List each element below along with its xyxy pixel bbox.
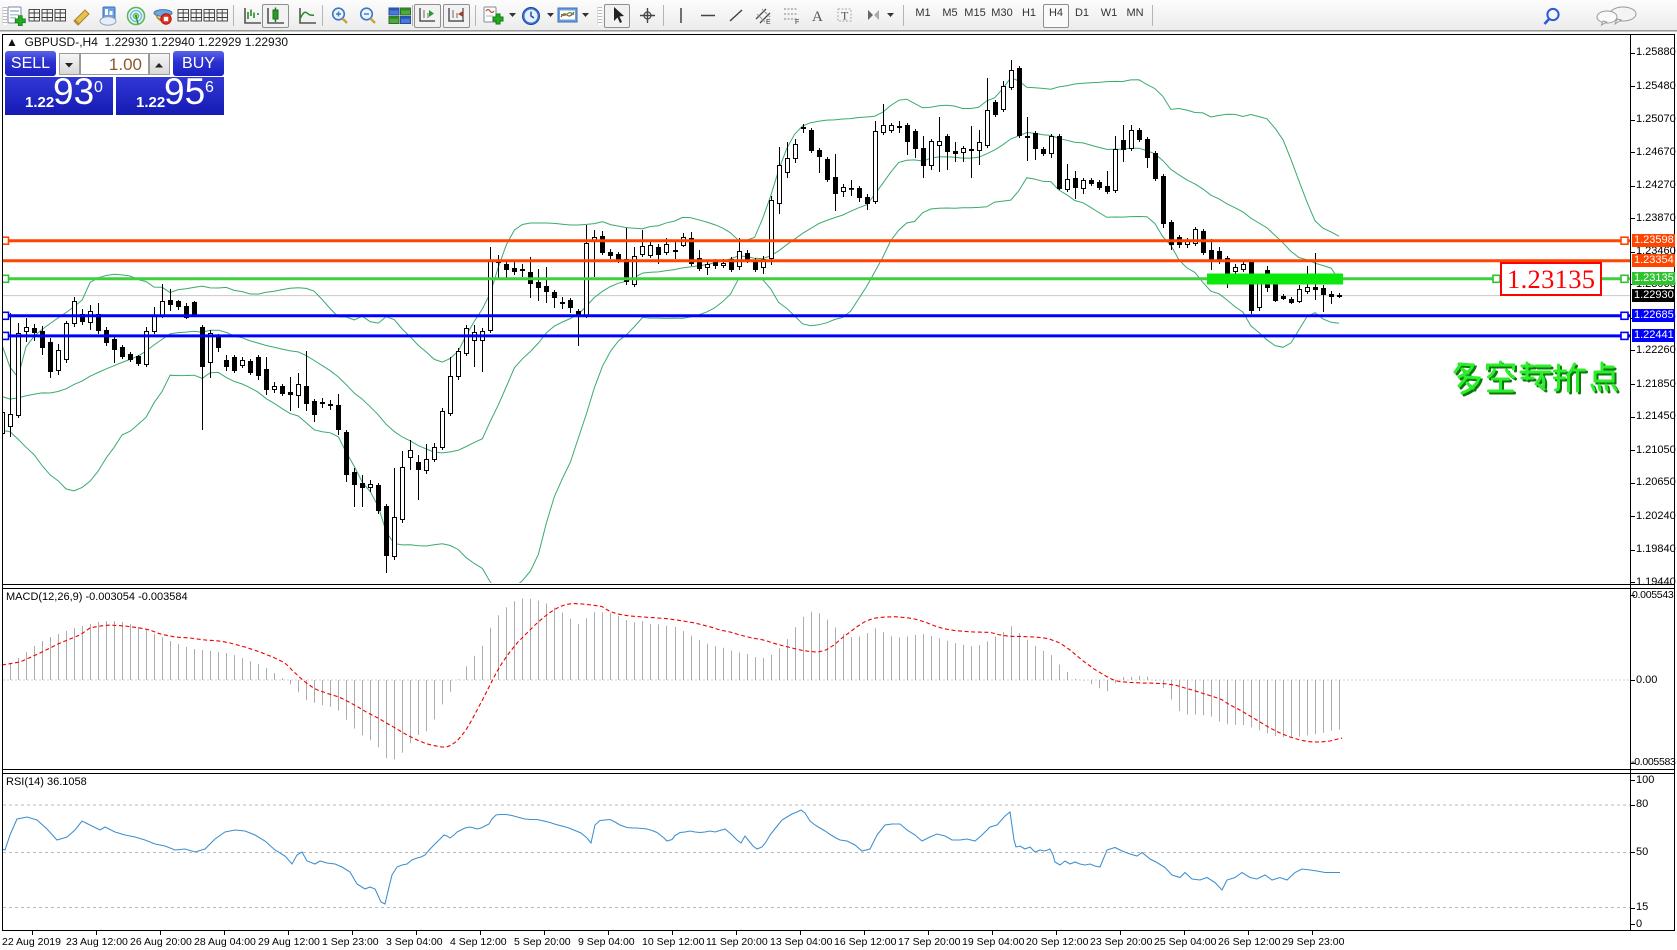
svg-text:1.23135: 1.23135 bbox=[1507, 264, 1595, 294]
svg-text:E: E bbox=[766, 19, 771, 26]
svg-text:F: F bbox=[795, 19, 799, 26]
svg-text:A: A bbox=[812, 9, 823, 25]
svg-text:T: T bbox=[841, 9, 849, 23]
